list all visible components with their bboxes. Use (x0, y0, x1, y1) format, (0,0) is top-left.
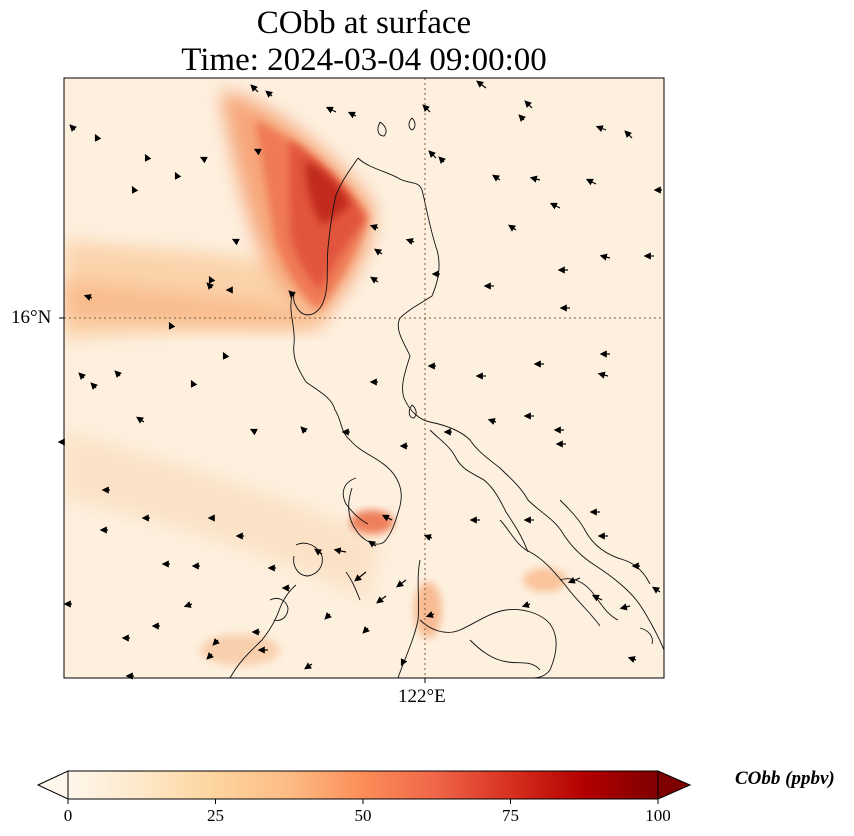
wind-arrow (425, 611, 435, 618)
colorbar-tick-100: 100 (645, 806, 671, 825)
wind-arrow (69, 124, 77, 132)
wind-arrow (381, 514, 393, 522)
lat-tick-label: 16°N (11, 307, 52, 328)
wind-arrow (131, 185, 139, 194)
wind-arrow (83, 294, 93, 301)
wind-arrow (597, 371, 609, 379)
wind-arrow (487, 418, 497, 425)
wind-arrow (529, 175, 541, 183)
wind-vectors (57, 80, 662, 680)
colorbar-label: CObb (ppbv) (735, 768, 835, 789)
wind-arrow (595, 125, 607, 133)
wind-arrow (212, 638, 220, 646)
colorbar-gradient (68, 771, 658, 799)
wind-arrow (652, 586, 661, 594)
wind-arrow (304, 662, 313, 670)
colorbar-tick-75: 75 (502, 806, 519, 825)
wind-arrow (206, 282, 214, 290)
wind-arrow (347, 111, 357, 119)
concentration-field (64, 78, 664, 678)
wind-arrow (354, 571, 367, 582)
wind-arrow (376, 595, 387, 604)
wind-arrow (114, 370, 122, 378)
colorbar-tick-25: 25 (207, 806, 224, 825)
colorbar-extend-max (657, 770, 692, 800)
wind-arrow (492, 174, 501, 182)
lon-tick-label: 122°E (398, 686, 446, 707)
colorbar-tick-0: 0 (63, 806, 73, 825)
wind-arrow (78, 372, 86, 380)
wind-arrow (144, 153, 152, 162)
wind-arrow (423, 534, 433, 541)
wind-arrow (314, 548, 323, 556)
wind-arrow (136, 416, 145, 424)
wind-arrow (265, 90, 273, 98)
wind-arrow (627, 656, 637, 663)
wind-arrow (90, 382, 98, 390)
gridlines (64, 78, 664, 678)
wind-arrow (362, 626, 370, 634)
wind-arrow (369, 224, 379, 231)
wind-arrow (374, 248, 383, 256)
wind-arrow (325, 106, 337, 114)
coastline (229, 117, 664, 678)
wind-arrow (567, 576, 581, 584)
map-title: CObb at surface (256, 5, 472, 41)
map-frame (63, 77, 665, 679)
wind-arrow (396, 579, 407, 588)
wind-arrow (249, 428, 258, 436)
wind-arrow (94, 133, 102, 142)
wind-arrow (521, 601, 531, 608)
wind-arrow (508, 224, 517, 232)
wind-arrow (206, 652, 214, 660)
map-time: Time: 2024-03-04 09:00:00 (181, 42, 547, 78)
wind-arrow (168, 321, 176, 330)
wind-arrow (619, 603, 631, 611)
wind-arrow (476, 80, 487, 89)
wind-arrow (368, 540, 377, 548)
wind-arrow (183, 601, 193, 608)
wind-arrow (438, 156, 446, 164)
wind-arrow (518, 114, 526, 122)
wind-arrow (549, 202, 561, 210)
wind-arrow (288, 290, 296, 298)
wind-arrow (585, 178, 597, 186)
wind-arrow (250, 84, 259, 93)
wind-arrow (253, 148, 262, 156)
wind-arrow (190, 379, 198, 388)
wind-arrow (333, 547, 347, 555)
wind-arrow (222, 351, 230, 360)
wind-arrow (422, 104, 431, 113)
wind-arrow (208, 275, 216, 284)
wind-arrow (199, 156, 208, 164)
wind-arrow (624, 130, 633, 139)
wind-arrow (174, 171, 182, 180)
wind-arrow (324, 612, 332, 620)
wind-arrow (400, 658, 408, 667)
colorbar-extend-min (36, 770, 69, 800)
wind-arrow (370, 276, 379, 284)
wind-arrow (405, 238, 415, 245)
colorbar-tick-50: 50 (354, 806, 372, 825)
wind-arrow (231, 238, 240, 246)
wind-arrow (591, 594, 603, 602)
wind-arrow (599, 253, 611, 261)
wind-arrow (524, 100, 533, 109)
wind-arrow (300, 426, 308, 434)
wind-arrow (428, 150, 437, 159)
